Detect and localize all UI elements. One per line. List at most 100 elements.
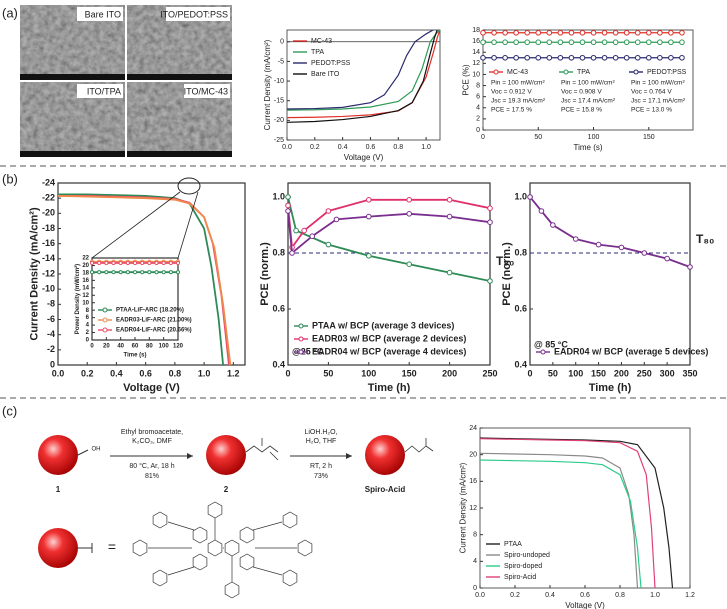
series-marker bbox=[366, 213, 372, 220]
molecule-ring bbox=[224, 539, 240, 557]
legend-marker bbox=[102, 307, 108, 313]
sem-grid: Bare ITO ITO/PEDOT:PSS ITO/TPA ITO/MC-43 bbox=[20, 5, 232, 157]
series-marker bbox=[601, 29, 608, 36]
molecule-ring bbox=[282, 511, 298, 529]
scheme-text: LiOH.H₂O, bbox=[304, 429, 337, 436]
scheme-text: H₂O, THF bbox=[306, 438, 337, 445]
x-tick-label: 0.0 bbox=[52, 368, 65, 378]
series-marker bbox=[657, 29, 663, 36]
series-marker bbox=[535, 54, 542, 61]
y-tick-label: -14 bbox=[42, 253, 55, 263]
series-marker bbox=[590, 39, 597, 46]
legend-label: MC-43 bbox=[311, 38, 332, 45]
series-marker bbox=[502, 54, 508, 61]
series-marker bbox=[175, 270, 181, 275]
legend-detail: Voc = 0.912 V bbox=[491, 89, 532, 96]
molecule-ring bbox=[152, 569, 168, 587]
y-tick-label: -20 bbox=[42, 208, 55, 218]
zoom-line bbox=[91, 191, 181, 259]
y-tick-label: 14 bbox=[82, 285, 89, 291]
x-tick-label: 0.4 bbox=[110, 368, 123, 378]
molecule-ring bbox=[152, 511, 168, 529]
series-marker bbox=[89, 270, 95, 275]
x-tick-label: 100 bbox=[588, 134, 600, 141]
y-tick-label: -16 bbox=[42, 238, 55, 248]
series-marker bbox=[406, 261, 413, 268]
y-tick-label: 6 bbox=[86, 315, 90, 321]
y-tick-label: 2 bbox=[86, 330, 90, 336]
plot-frame bbox=[482, 29, 694, 131]
sem-label-box bbox=[77, 7, 123, 21]
y-tick-label: 18 bbox=[472, 27, 480, 34]
series-marker bbox=[645, 39, 652, 46]
series-marker bbox=[645, 29, 652, 36]
series-marker bbox=[175, 260, 181, 266]
y-tick-label: 8 bbox=[473, 532, 477, 539]
series-marker bbox=[118, 270, 123, 275]
y-tick-label: -15 bbox=[274, 98, 284, 105]
legend-label: Spiro-doped bbox=[504, 563, 542, 570]
series-marker bbox=[168, 270, 173, 275]
series-marker bbox=[557, 29, 564, 36]
series-marker bbox=[527, 194, 533, 200]
scheme-text: 2 bbox=[224, 485, 229, 494]
x-tick-label: 200 bbox=[442, 368, 457, 378]
series-marker bbox=[491, 39, 497, 46]
series-marker bbox=[502, 29, 508, 36]
series-marker bbox=[301, 227, 307, 234]
core-sphere bbox=[38, 528, 78, 568]
series-marker bbox=[568, 54, 575, 61]
series-marker bbox=[546, 54, 553, 61]
series-marker bbox=[590, 29, 597, 36]
series-marker bbox=[601, 54, 608, 61]
x-tick-label: 200 bbox=[614, 368, 629, 378]
series-marker bbox=[568, 39, 575, 46]
scheme-text: Spiro-Acid bbox=[365, 485, 406, 494]
x-tick-label: 50 bbox=[548, 368, 558, 378]
series-marker bbox=[487, 205, 493, 211]
x-tick-label: 100 bbox=[568, 368, 583, 378]
series-marker bbox=[634, 29, 641, 36]
sem-label-box bbox=[184, 84, 230, 98]
panel-label: (a) bbox=[2, 5, 18, 20]
y-tick-label: -22 bbox=[42, 193, 55, 203]
series-line bbox=[480, 459, 642, 588]
series-marker bbox=[657, 39, 663, 46]
y-tick-label: 6 bbox=[476, 94, 480, 101]
reaction-scheme: OH 1 Ethyl bromoacetate, K₂CO₃, DMF 80 °C, A… bbox=[38, 429, 434, 599]
legend-detail: PCE = 13.0 % bbox=[631, 107, 672, 114]
series-marker bbox=[623, 39, 630, 46]
legend-detail: Pin = 100 mW/cm² bbox=[561, 80, 615, 87]
series-marker bbox=[612, 54, 619, 61]
y-tick-label: 12 bbox=[82, 293, 89, 299]
y-tick-label: 0.6 bbox=[514, 303, 527, 313]
series-marker bbox=[111, 260, 116, 266]
legend-detail: Jsc = 17.4 mA/cm² bbox=[561, 98, 616, 105]
series-marker bbox=[140, 270, 145, 275]
scheme-text: K₂CO₃, DMF bbox=[132, 438, 172, 445]
scheme-text: OH bbox=[92, 447, 101, 453]
legend-label: PTAA bbox=[504, 541, 522, 548]
legend-detail: Pin = 100 mW/cm² bbox=[631, 80, 685, 87]
y-tick-label: -6 bbox=[47, 314, 55, 324]
x-tick-label: 0.4 bbox=[545, 592, 555, 599]
x-tick-label: 20 bbox=[103, 344, 110, 350]
legend-detail: Voc = 0.764 V bbox=[631, 89, 672, 96]
x-tick-label: 0.2 bbox=[310, 144, 320, 151]
x-tick-label: 80 bbox=[146, 344, 153, 350]
y-tick-label: 16 bbox=[469, 478, 477, 485]
series-marker bbox=[679, 39, 685, 46]
molecule-ring bbox=[132, 539, 148, 557]
series-marker bbox=[612, 29, 619, 36]
scheme-text: 1 bbox=[56, 485, 61, 494]
series-marker bbox=[664, 255, 670, 262]
series-line bbox=[287, 30, 438, 123]
series-marker bbox=[147, 260, 152, 266]
plot-frame bbox=[529, 182, 691, 366]
series-marker bbox=[366, 253, 372, 259]
series-marker bbox=[89, 260, 95, 266]
series-marker bbox=[657, 54, 663, 61]
series-marker bbox=[623, 54, 630, 61]
x-tick-label: 0 bbox=[285, 368, 290, 378]
series-marker bbox=[406, 211, 413, 217]
